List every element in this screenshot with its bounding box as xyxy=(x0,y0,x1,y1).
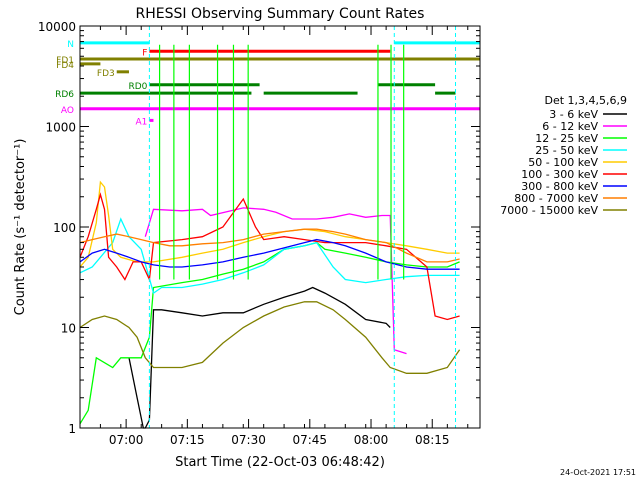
flag-label-a1: A1 xyxy=(135,117,147,127)
x-tick-label: 07:15 xyxy=(170,433,205,447)
x-axis-label: Start Time (22-Oct-03 06:48:42) xyxy=(175,455,385,470)
y-tick-label: 10 xyxy=(61,322,76,336)
flag-label-fd4: FD4 xyxy=(56,61,74,71)
legend-label: 25 - 50 keV xyxy=(535,144,598,157)
spike-lines xyxy=(158,44,405,280)
series-line-1 xyxy=(144,207,407,355)
flag-label-rd0: RD0 xyxy=(128,82,147,92)
legend-label: 800 - 7000 keV xyxy=(514,192,598,205)
series-line-5 xyxy=(79,192,460,321)
x-tick-label: 07:00 xyxy=(109,433,144,447)
y-tick-label: 1 xyxy=(68,422,76,436)
x-ticks: 07:00 07:15 07:30 07:45 08:00 08:15 xyxy=(79,26,469,447)
legend-label: 300 - 800 keV xyxy=(521,180,598,193)
y-ticks: 1 10 100 1000 10000 xyxy=(38,20,480,436)
legend-label: 12 - 25 keV xyxy=(535,132,598,145)
night-markers xyxy=(148,26,457,428)
y-tick-label: 10000 xyxy=(38,20,76,34)
y-axis-label: Count Rate (s⁻¹ detector⁻¹) xyxy=(13,139,28,316)
legend-label: 100 - 300 keV xyxy=(521,168,598,181)
x-tick-label: 07:30 xyxy=(231,433,266,447)
x-tick-label: 08:15 xyxy=(415,433,450,447)
flag-label-fd3: FD3 xyxy=(97,69,115,79)
legend-label: 3 - 6 keV xyxy=(549,108,598,121)
flag-label-ao: AO xyxy=(61,106,74,116)
series-line-0 xyxy=(128,286,391,429)
legend-label: 50 - 100 keV xyxy=(528,156,598,169)
chart-title: RHESSI Observing Summary Count Rates xyxy=(136,6,425,22)
flag-label-rd6: RD6 xyxy=(55,90,74,100)
series-line-7 xyxy=(79,228,460,263)
timestamp: 24-Oct-2021 17:51 xyxy=(560,468,636,477)
flag-label-fd1: FD1 xyxy=(56,56,74,66)
flag-label-f: F xyxy=(142,48,147,58)
legend-title: Det 1,3,4,5,6,9 xyxy=(544,94,627,107)
legend-label: 6 - 12 keV xyxy=(542,120,598,133)
flag-label-n: N xyxy=(67,40,74,50)
x-tick-label: 08:00 xyxy=(354,433,389,447)
series-line-8 xyxy=(79,301,461,374)
series-line-6 xyxy=(79,238,460,270)
y-tick-label: 100 xyxy=(53,221,76,235)
series-line-3 xyxy=(79,217,460,295)
y-tick-label: 1000 xyxy=(45,121,76,135)
series-lines xyxy=(79,180,461,429)
legend-label: 7000 - 15000 keV xyxy=(500,204,598,217)
x-tick-label: 07:45 xyxy=(292,433,327,447)
